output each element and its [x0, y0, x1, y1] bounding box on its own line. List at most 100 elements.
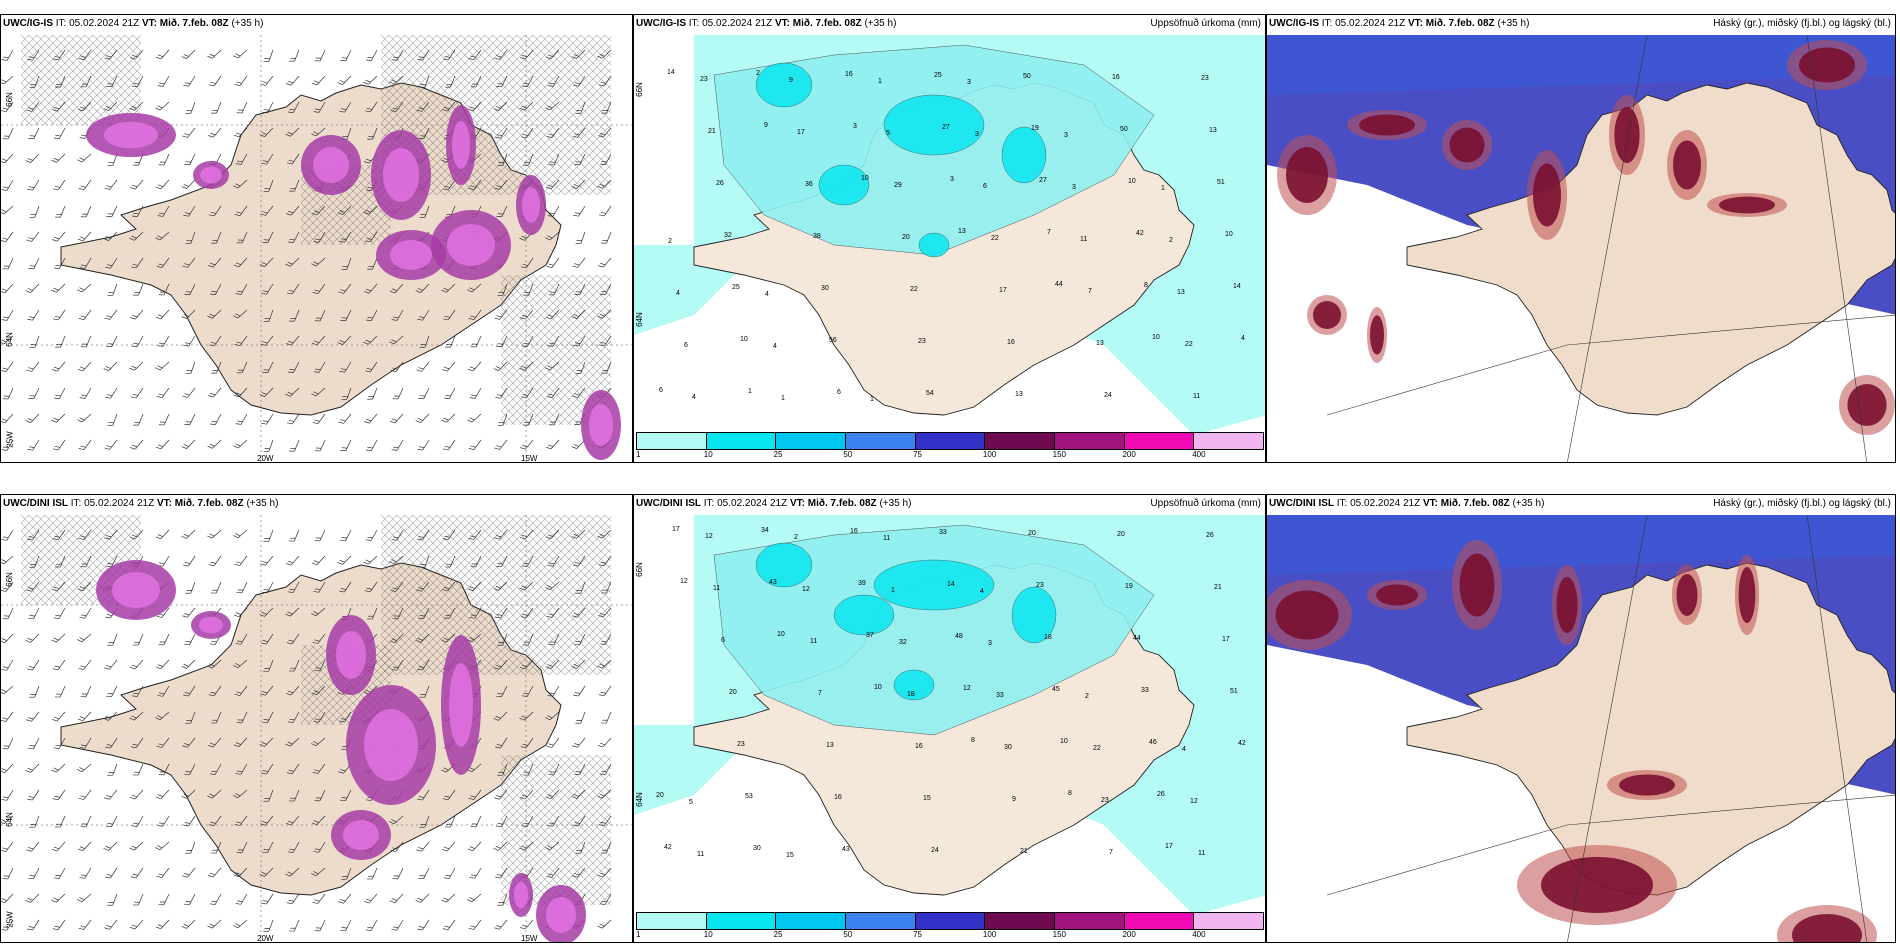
- precip-value: 7: [1088, 288, 1092, 295]
- precip-value: 17: [999, 287, 1007, 294]
- wind-barb: [418, 607, 430, 620]
- wind-barb: [155, 659, 170, 670]
- wind-barb: [442, 529, 456, 541]
- colorbar-tick-label: 25: [773, 930, 783, 939]
- wind-barb: [52, 919, 66, 931]
- precip-value: 11: [713, 585, 720, 592]
- wind-barb: [391, 659, 404, 671]
- precip-value: 50: [1120, 126, 1128, 133]
- wind-barb: [521, 555, 534, 567]
- wind-barb: [496, 335, 508, 348]
- precip-value: 16: [845, 71, 853, 78]
- wind-barb: [263, 789, 274, 802]
- wind-barb: [416, 841, 430, 852]
- wind-barb: [285, 607, 300, 617]
- wind-barb: [26, 841, 40, 852]
- wind-barb: [25, 283, 40, 293]
- wind-barb: [233, 607, 248, 618]
- wind-barb: [285, 555, 300, 566]
- wind-barb: [548, 633, 560, 646]
- lat-label: 64N: [634, 312, 644, 327]
- precip-value: 19: [1031, 125, 1039, 132]
- wind-barb: [288, 659, 300, 672]
- colorbar-swatch: [985, 913, 1056, 929]
- wind-barb: [389, 413, 404, 424]
- wind-barb: [468, 789, 482, 800]
- colorbar-swatch: [776, 913, 847, 929]
- wind-barb: [262, 101, 274, 114]
- precip-value: 22: [1093, 745, 1101, 752]
- wind-barb: [262, 581, 274, 594]
- wind-barb: [233, 309, 248, 319]
- wind-barb: [80, 205, 92, 218]
- wind-barb: [599, 283, 612, 295]
- wind-barb: [157, 685, 170, 697]
- wind-barb: [341, 257, 352, 270]
- wind-barb: [1, 659, 14, 671]
- precip-value: 30: [1004, 744, 1012, 751]
- precip-value: 16: [850, 528, 858, 535]
- precip-value: 6: [837, 389, 841, 396]
- wind-barb: [1, 153, 14, 164]
- wind-barb: [28, 737, 40, 750]
- colorbar-tick-label: 50: [843, 930, 853, 939]
- wind-barb: [495, 737, 508, 749]
- wind-barb: [311, 815, 326, 826]
- wind-barb: [597, 607, 612, 618]
- precip-blob-core: [336, 631, 366, 679]
- wind-barb: [106, 205, 118, 218]
- precip-value: 42: [1238, 740, 1246, 747]
- precip-value: 8: [1068, 790, 1072, 797]
- wind-barb: [419, 335, 430, 348]
- wind-barb: [156, 867, 170, 878]
- wind-barb: [314, 789, 326, 802]
- colorbar-swatch: [1194, 433, 1264, 449]
- wind-barb: [340, 529, 352, 542]
- wind-barb: [286, 763, 300, 775]
- wind-barb: [545, 179, 560, 190]
- precip-core: [755, 62, 813, 108]
- wind-barb: [392, 607, 404, 620]
- wind-barb: [523, 283, 534, 296]
- wind-barb: [312, 283, 326, 295]
- wind-precip-map: [1, 15, 632, 462]
- wind-barb: [442, 309, 456, 321]
- precip-value: 7: [1109, 849, 1113, 856]
- wind-barb: [575, 841, 586, 854]
- precip-value: 4: [773, 343, 777, 350]
- precip-value: 1: [878, 78, 882, 85]
- colorbar-tick-label: 75: [913, 450, 923, 459]
- wind-barb: [106, 75, 118, 88]
- precip-value: 16: [915, 743, 923, 750]
- colorbar-swatch: [846, 913, 916, 929]
- wind-barb: [545, 361, 560, 371]
- wind-barb: [184, 283, 196, 296]
- wind-barb: [1, 309, 14, 321]
- wind-barb: [207, 659, 222, 669]
- wind-barb: [365, 529, 378, 541]
- wind-barb: [181, 659, 196, 669]
- wind-barb: [548, 763, 560, 776]
- precip-value: 14: [667, 69, 675, 76]
- wind-barb: [288, 529, 300, 542]
- wind-barb: [184, 763, 196, 776]
- precip-value: 23: [1101, 797, 1109, 804]
- precip-value: 8: [1144, 282, 1148, 289]
- wind-barb: [573, 75, 586, 87]
- precip-value: 51: [1217, 179, 1225, 186]
- precip-colorbar: 1 10 25 50 75 100 150 200 400: [636, 432, 1264, 460]
- wind-barb: [520, 49, 534, 60]
- wind-barb: [571, 659, 586, 669]
- wind-barb: [469, 607, 482, 619]
- wind-barb: [262, 361, 274, 374]
- wind-barb: [338, 413, 352, 424]
- wind-barb: [26, 361, 40, 372]
- wind-barb: [494, 439, 508, 450]
- panel-title: UWC/DINI ISL IT: 05.02.2024 21Z VT: Mið.…: [3, 498, 279, 509]
- high-cloud-core: [1359, 114, 1415, 136]
- precip-value: 36: [805, 181, 813, 188]
- wind-barb: [495, 867, 508, 879]
- wind-barb: [53, 737, 66, 749]
- wind-barb: [104, 919, 118, 930]
- lon-label: 15W: [521, 454, 538, 463]
